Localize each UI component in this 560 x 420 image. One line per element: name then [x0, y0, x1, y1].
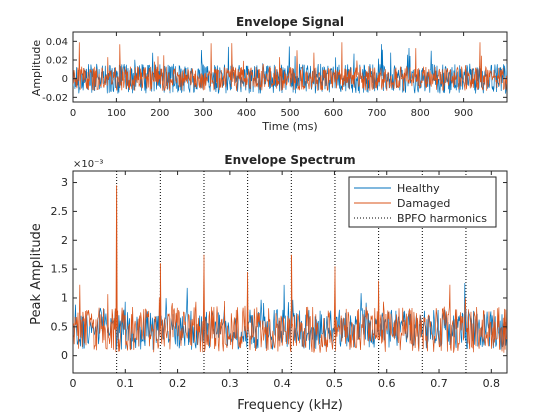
x-tick-label: 400 [237, 108, 256, 119]
x-tick-label: 300 [194, 108, 213, 119]
envelope-spectrum-ylabel: Peak Amplitude [29, 223, 44, 325]
x-tick-label: 0.4 [273, 377, 291, 390]
x-tick-label: 700 [367, 108, 386, 119]
envelope-signal-xlabel: Time (ms) [261, 120, 317, 133]
envelope-signal-ylabel: Amplitude [30, 40, 43, 97]
y-tick-label: 0 [61, 349, 68, 362]
x-tick-label: 200 [150, 108, 169, 119]
legend-box [348, 176, 497, 228]
y-tick-label: 2.5 [51, 205, 69, 218]
x-tick-label: 800 [411, 108, 430, 119]
y-tick-label: 0.02 [46, 56, 68, 67]
x-tick-label: 0 [70, 108, 76, 119]
legend-label-bpfo: BPFO harmonics [397, 212, 487, 225]
y-tick-label: 2 [61, 234, 68, 247]
y-tick-label: 0.5 [51, 320, 69, 333]
signal-series-1 [73, 42, 507, 92]
x-tick-label: 0.1 [117, 377, 135, 390]
x-tick-label: 0 [70, 377, 77, 390]
legend-label-damaged: Damaged [397, 197, 450, 210]
y-tick-label: 0.04 [46, 37, 68, 48]
envelope-signal-plot-area [72, 31, 508, 103]
y-tick-label: -0.02 [42, 93, 68, 104]
x-tick-label: 0.6 [378, 377, 396, 390]
envelope-spectrum-xlabel: Frequency (kHz) [237, 398, 343, 413]
x-tick-label: 600 [324, 108, 343, 119]
y-tick-label: 1 [61, 291, 68, 304]
y-tick-label: 1.5 [51, 263, 69, 276]
x-tick-label: 100 [107, 108, 126, 119]
legend: Healthy Damaged BPFO harmonics [348, 176, 497, 228]
envelope-spectrum-axes: Envelope Spectrum ×10⁻³ 0 0.1 0.2 0.3 0.4 0.5… [29, 153, 508, 413]
envelope-spectrum-ticks: 0 0.1 0.2 0.3 0.4 0.5 0.6 0.7 0.8 0 0.5 1 1.5 2 2.5 3 [51, 171, 507, 390]
y-tick-label: 0 [62, 74, 68, 85]
x-tick-label: 0.8 [483, 377, 501, 390]
legend-label-healthy: Healthy [397, 182, 440, 195]
envelope-signal-title: Envelope Signal [236, 15, 344, 29]
x-tick-label: 900 [454, 108, 473, 119]
envelope-signal-axes: Envelope Signal 0 100 200 300 400 500 600 700 80… [30, 15, 508, 133]
x-tick-label: 0.3 [221, 377, 239, 390]
envelope-spectrum-title: Envelope Spectrum [224, 153, 355, 167]
spectrum-series-1 [73, 185, 507, 353]
x-tick-label: 0.7 [430, 377, 448, 390]
x-tick-label: 0.5 [326, 377, 344, 390]
y-tick-label: 3 [61, 176, 68, 189]
y-exponent-label: ×10⁻³ [73, 159, 103, 170]
x-tick-label: 0.2 [169, 377, 187, 390]
x-tick-label: 500 [280, 108, 299, 119]
envelope-signal-ticks: 0 100 200 300 400 500 600 700 800 900-0.0200.020.… [42, 32, 507, 119]
